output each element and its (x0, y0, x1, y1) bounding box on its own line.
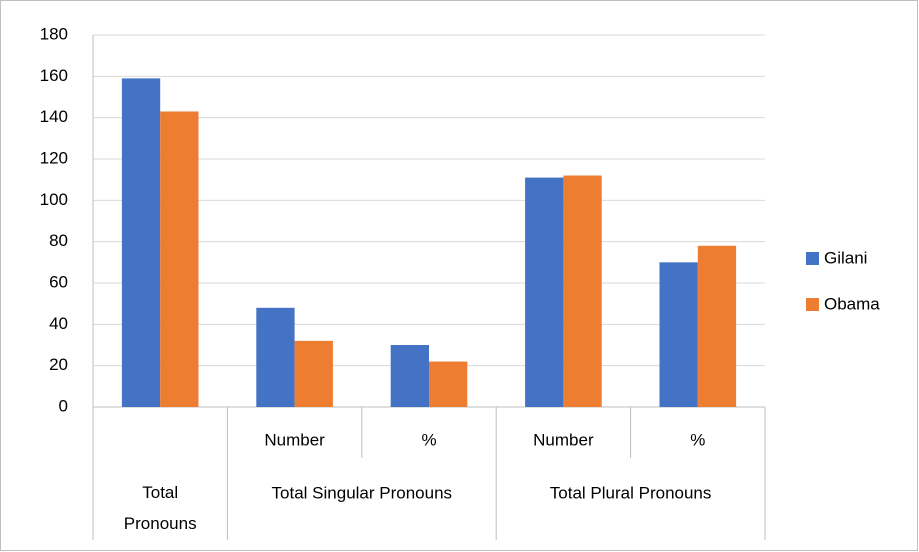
legend-swatch (806, 298, 819, 311)
legend-swatch (806, 252, 819, 265)
y-tick-label: 160 (40, 66, 68, 85)
y-tick-label: 0 (59, 396, 68, 415)
x-tick-label: Number (533, 430, 594, 449)
group-label-line: Pronouns (124, 514, 197, 533)
group-label: Total Pronouns (124, 483, 197, 533)
bar (697, 245, 737, 407)
y-tick-label: 180 (40, 24, 68, 43)
group-label: Total Singular Pronouns (272, 483, 453, 502)
bar (525, 177, 564, 407)
bar (256, 307, 295, 407)
legend-label: Obama (824, 294, 880, 313)
bar (160, 111, 199, 407)
y-tick-label: 100 (40, 190, 68, 209)
y-tick-label: 120 (40, 148, 68, 167)
legend-label: Gilani (824, 248, 867, 267)
y-tick-label: 40 (49, 314, 68, 333)
y-tick-label: 20 (49, 355, 68, 374)
y-tick-label: 140 (40, 107, 68, 126)
bar (429, 361, 468, 407)
bar (121, 78, 161, 408)
bar (563, 175, 602, 407)
bar (390, 345, 429, 407)
group-label: Total Plural Pronouns (550, 483, 712, 502)
group-label-line: Total (142, 483, 178, 502)
x-tick-label: % (690, 430, 705, 449)
x-tick-label: Number (264, 430, 325, 449)
y-tick-label: 80 (49, 231, 68, 250)
bar (659, 262, 698, 407)
y-tick-label: 60 (49, 272, 68, 291)
x-tick-label: % (421, 430, 436, 449)
bar (294, 340, 333, 407)
